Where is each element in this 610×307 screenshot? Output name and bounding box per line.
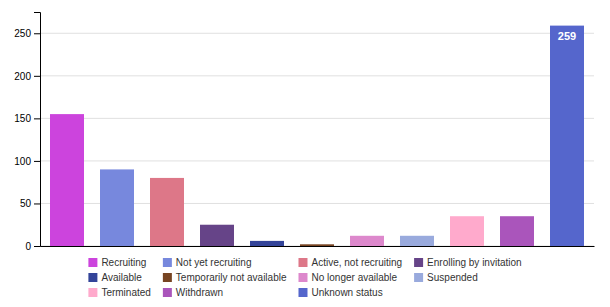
y-tick: 50 [20, 198, 40, 209]
legend-label: Terminated [101, 287, 150, 298]
bars [50, 26, 584, 246]
chart-container: 0 50 100 150 200 250 259 Recruiting Not yet recr… [0, 0, 610, 307]
y-tick: 250 [14, 28, 40, 39]
legend-item: Recruiting [88, 257, 146, 268]
grid-line [40, 33, 594, 34]
y-axis: 0 50 100 150 200 250 [14, 13, 40, 252]
legend: Recruiting Not yet recruiting Active, not … [88, 257, 521, 298]
legend-swatch [414, 258, 423, 267]
y-tick-label: 0 [25, 241, 31, 252]
plot-area: 0 50 100 150 200 250 259 [14, 13, 594, 252]
legend-item: Active, not recruiting [298, 257, 402, 268]
legend-label: Available [101, 272, 142, 283]
legend-item: Suspended [414, 272, 478, 283]
legend-item: Available [88, 272, 142, 283]
legend-item: Temporarily not available [163, 272, 287, 283]
y-tick-label: 50 [20, 198, 32, 209]
legend-item: Enrolling by invitation [414, 257, 522, 268]
legend-label: Active, not recruiting [311, 257, 402, 268]
legend-item: Not yet recruiting [163, 257, 252, 268]
y-tick: 200 [14, 71, 40, 82]
legend-item: No longer available [298, 272, 397, 283]
y-tick: 150 [14, 113, 40, 124]
x-axis [41, 246, 595, 247]
legend-swatch [88, 258, 97, 267]
legend-label: Enrolling by invitation [427, 257, 522, 268]
bar [550, 26, 584, 246]
bar [150, 178, 184, 246]
legend-swatch [298, 288, 307, 297]
y-tick-label: 100 [14, 156, 31, 167]
legend-label: Temporarily not available [176, 272, 287, 283]
y-tick: 0 [25, 241, 40, 252]
y-tick: 100 [14, 156, 40, 167]
y-tick-label: 250 [14, 28, 31, 39]
legend-label: Unknown status [311, 287, 382, 298]
legend-label: Recruiting [101, 257, 146, 268]
legend-swatch [298, 273, 307, 282]
bar [300, 244, 334, 246]
x-axis-line [41, 246, 595, 247]
bar [250, 241, 284, 246]
y-tick-mark [34, 161, 40, 162]
bar [450, 216, 484, 246]
legend-swatch [414, 273, 423, 282]
y-axis-line [34, 13, 41, 247]
bar [400, 236, 434, 246]
legend-label: Withdrawn [176, 287, 223, 298]
grid-line [40, 118, 594, 119]
y-tick-mark [34, 33, 40, 34]
legend-item: Withdrawn [163, 287, 223, 298]
legend-label: Suspended [427, 272, 478, 283]
legend-swatch [163, 258, 172, 267]
legend-swatch [163, 273, 172, 282]
y-tick-mark [34, 76, 40, 77]
legend-swatch [298, 258, 307, 267]
legend-swatch [88, 273, 97, 282]
legend-swatch [163, 288, 172, 297]
bar [350, 236, 384, 246]
grid-line [40, 160, 594, 161]
y-tick-label: 150 [14, 113, 31, 124]
y-tick-mark [34, 118, 40, 119]
bar [50, 114, 84, 246]
legend-label: Not yet recruiting [176, 257, 252, 268]
annotation: 259 [558, 30, 576, 42]
legend-swatch [88, 288, 97, 297]
bar [100, 169, 134, 246]
grid-line [40, 75, 594, 76]
legend-item: Unknown status [298, 287, 382, 298]
bar [500, 216, 534, 246]
y-tick-mark [34, 246, 40, 247]
chart-svg: 0 50 100 150 200 250 259 Recruiting Not yet recr… [0, 0, 610, 307]
y-tick-mark [34, 203, 40, 204]
legend-item: Terminated [88, 287, 150, 298]
legend-label: No longer available [311, 272, 397, 283]
grid [40, 33, 594, 246]
bar [200, 225, 234, 246]
y-tick-label: 200 [14, 71, 31, 82]
